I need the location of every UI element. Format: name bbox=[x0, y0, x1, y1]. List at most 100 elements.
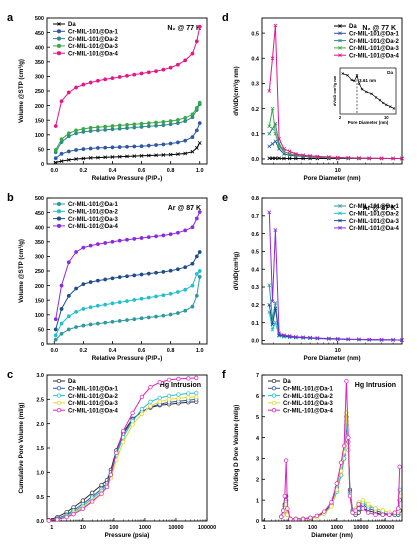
data-point bbox=[194, 216, 199, 221]
data-point bbox=[347, 493, 353, 499]
y-tick-label: 0.5 bbox=[36, 495, 44, 501]
data-point bbox=[400, 338, 404, 342]
data-point bbox=[132, 154, 137, 158]
y-tick-label: 0.3 bbox=[251, 82, 259, 88]
inset-y-axis-label: dV/dD cm³/g nm bbox=[332, 75, 337, 106]
data-point bbox=[95, 128, 100, 133]
series-c-0 bbox=[46, 399, 199, 523]
inset-frame bbox=[339, 67, 397, 115]
legend-marker bbox=[338, 46, 342, 50]
data-point bbox=[391, 156, 395, 161]
data-point bbox=[125, 274, 129, 279]
data-point bbox=[110, 76, 115, 81]
data-point bbox=[267, 89, 272, 93]
legend-marker bbox=[338, 24, 342, 28]
data-point bbox=[175, 117, 180, 122]
y-tick-label: 0 bbox=[41, 342, 44, 348]
y-tick-label: 7 bbox=[256, 373, 259, 379]
data-point bbox=[161, 269, 166, 274]
y-tick-label: 0.4 bbox=[251, 267, 260, 273]
data-point bbox=[59, 99, 64, 104]
series-b-1 bbox=[53, 269, 202, 338]
legend-label: Da bbox=[349, 24, 357, 30]
data-point bbox=[117, 275, 122, 280]
data-point bbox=[66, 149, 71, 154]
inset-point bbox=[385, 103, 388, 107]
data-point bbox=[270, 56, 275, 61]
data-point bbox=[110, 124, 115, 128]
data-point bbox=[356, 502, 361, 507]
data-point bbox=[373, 506, 378, 511]
y-tick-label: 2.5 bbox=[36, 398, 44, 404]
data-point bbox=[288, 516, 293, 522]
data-point bbox=[103, 124, 108, 129]
data-point bbox=[308, 335, 312, 340]
data-point bbox=[168, 119, 173, 124]
data-point bbox=[132, 297, 137, 302]
data-point bbox=[267, 124, 272, 129]
data-point bbox=[168, 291, 173, 296]
data-point bbox=[66, 158, 71, 162]
data-point bbox=[88, 305, 93, 310]
data-point bbox=[59, 321, 64, 326]
data-point bbox=[88, 146, 93, 151]
data-point bbox=[121, 428, 126, 434]
y-tick-label: 150 bbox=[35, 118, 44, 124]
y-tick-label: 0 bbox=[41, 162, 44, 168]
data-point bbox=[270, 141, 275, 146]
legend-label: Cr-MIL-101@Da-1 bbox=[349, 32, 400, 38]
y-tick-label: 2.0 bbox=[36, 422, 44, 428]
series-d-4 bbox=[267, 23, 404, 161]
panel-a: a 0 50 100 150 200 250 300 350 400 450 500 0.0 0.2 0.4… bbox=[7, 12, 208, 182]
x-tick-label: 0.2 bbox=[80, 348, 88, 354]
x-axis-label: Pressure (psia) bbox=[105, 532, 150, 539]
data-point bbox=[270, 299, 275, 304]
data-point bbox=[139, 121, 144, 126]
legend-marker bbox=[56, 400, 62, 405]
data-point bbox=[81, 82, 86, 87]
panel-b: b 0 50 100 150 200 250 300 350 400 450 500 0.0 0.2 0.4… bbox=[7, 192, 208, 362]
data-point bbox=[194, 375, 199, 381]
series-line bbox=[268, 304, 403, 341]
series-e-0 bbox=[267, 283, 404, 342]
data-point bbox=[59, 151, 64, 156]
data-point bbox=[175, 290, 180, 294]
data-point bbox=[183, 138, 188, 143]
data-point bbox=[346, 435, 351, 440]
legend-marker bbox=[338, 31, 342, 36]
inset-point bbox=[360, 87, 364, 91]
y-tick-label: 200 bbox=[35, 104, 44, 110]
data-point bbox=[139, 316, 144, 321]
y-tick-label: 0.5 bbox=[251, 250, 259, 256]
data-point bbox=[329, 500, 334, 505]
data-point bbox=[190, 304, 195, 309]
data-point bbox=[59, 331, 64, 336]
data-point bbox=[168, 141, 173, 146]
data-point bbox=[197, 121, 202, 126]
data-point bbox=[53, 337, 58, 342]
legend-label: Cr-MIL-101@Da-2 bbox=[349, 212, 400, 218]
data-point bbox=[197, 250, 202, 254]
data-point bbox=[146, 153, 151, 158]
data-point bbox=[161, 120, 166, 124]
data-point bbox=[110, 301, 115, 306]
data-point bbox=[53, 333, 58, 338]
data-point bbox=[166, 377, 172, 383]
data-point bbox=[397, 464, 402, 469]
data-point bbox=[279, 514, 284, 519]
data-point bbox=[125, 237, 129, 242]
data-point bbox=[130, 422, 135, 427]
data-point bbox=[273, 139, 278, 144]
data-point bbox=[334, 481, 339, 486]
data-point bbox=[117, 154, 122, 159]
legend-label: Cr-MIL-101@Da-1 bbox=[283, 387, 334, 393]
y-axis-label: dV/dD(cm³/g) bbox=[233, 252, 240, 291]
series-line bbox=[268, 25, 402, 159]
data-point bbox=[176, 392, 181, 397]
data-point bbox=[293, 334, 298, 339]
data-point bbox=[190, 149, 195, 154]
series-f-4 bbox=[279, 379, 402, 522]
data-point bbox=[88, 322, 93, 327]
data-point bbox=[267, 210, 272, 215]
